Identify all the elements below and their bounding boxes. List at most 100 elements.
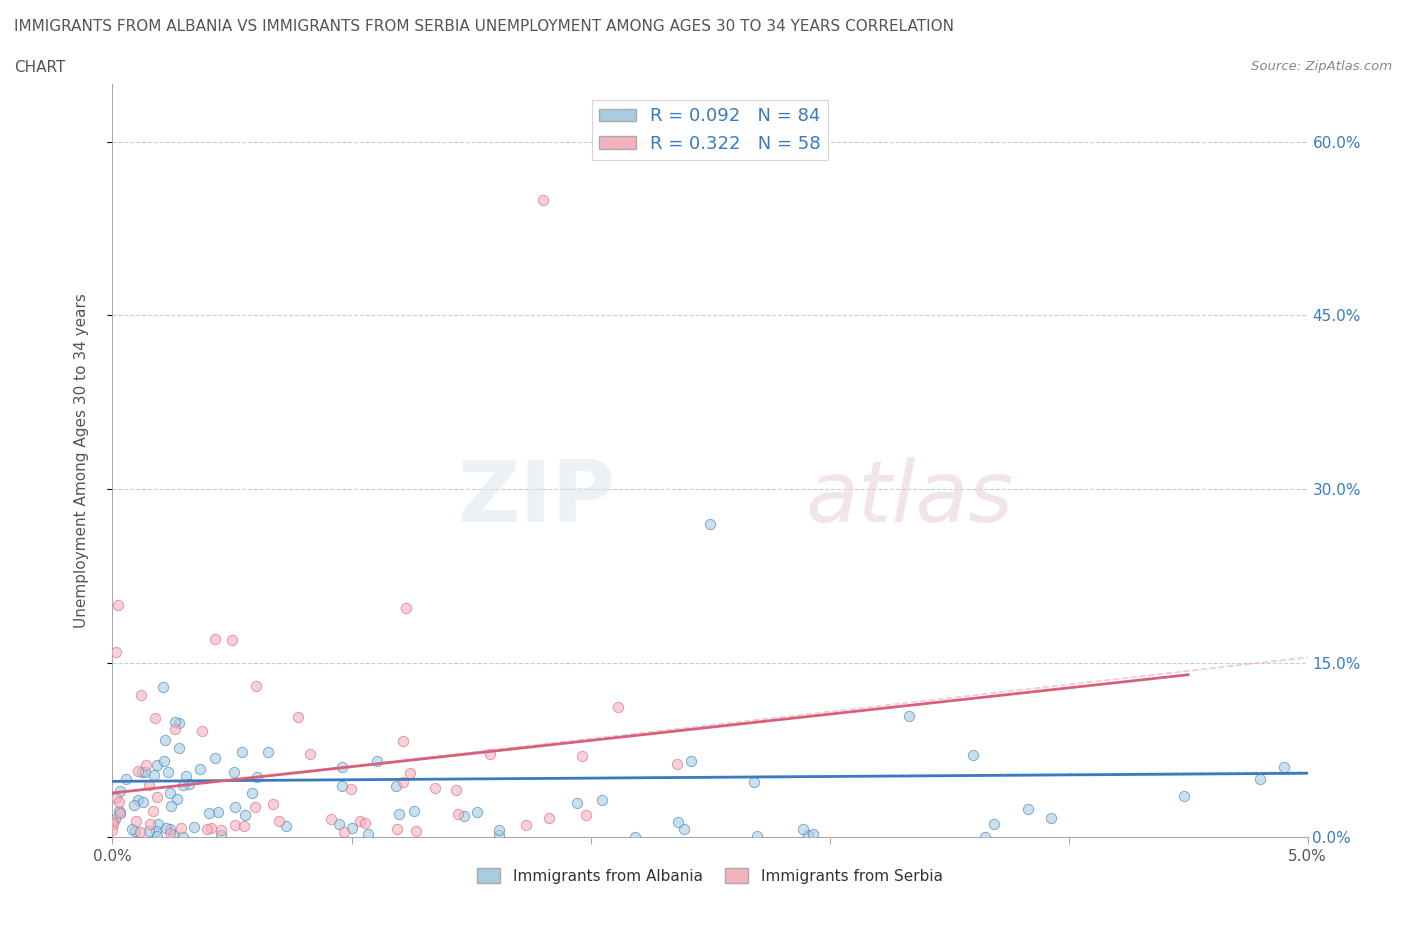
Legend: Immigrants from Albania, Immigrants from Serbia: Immigrants from Albania, Immigrants from… bbox=[471, 861, 949, 890]
Text: CHART: CHART bbox=[14, 60, 66, 75]
Point bbox=[108, 805, 131, 820]
Point bbox=[242, 786, 264, 801]
Point bbox=[146, 790, 169, 804]
Point bbox=[405, 824, 427, 839]
Point bbox=[143, 711, 166, 725]
Point bbox=[385, 821, 408, 836]
Point bbox=[138, 777, 160, 792]
Point bbox=[125, 814, 148, 829]
Point bbox=[679, 753, 702, 768]
Point bbox=[200, 820, 222, 835]
Point bbox=[340, 821, 363, 836]
Point bbox=[801, 827, 824, 842]
Point bbox=[222, 764, 245, 779]
Point bbox=[388, 807, 411, 822]
Point bbox=[153, 732, 176, 747]
Point bbox=[665, 756, 688, 771]
Point bbox=[333, 825, 356, 840]
Text: Source: ZipAtlas.com: Source: ZipAtlas.com bbox=[1251, 60, 1392, 73]
Point bbox=[207, 804, 229, 819]
Point bbox=[447, 807, 470, 822]
Point bbox=[135, 757, 157, 772]
Point bbox=[166, 791, 188, 806]
Point bbox=[152, 754, 174, 769]
Text: ZIP: ZIP bbox=[457, 457, 614, 539]
Point bbox=[103, 817, 125, 831]
Point bbox=[146, 758, 169, 773]
Point bbox=[197, 806, 219, 821]
Point bbox=[395, 600, 418, 615]
Point bbox=[962, 747, 984, 762]
Point bbox=[163, 722, 186, 737]
Point bbox=[797, 828, 820, 843]
Point bbox=[224, 800, 246, 815]
Point bbox=[176, 768, 198, 783]
Point bbox=[142, 804, 165, 818]
Point bbox=[575, 808, 598, 823]
Point bbox=[354, 816, 377, 830]
Point bbox=[488, 823, 510, 838]
Point bbox=[101, 823, 124, 838]
Text: IMMIGRANTS FROM ALBANIA VS IMMIGRANTS FROM SERBIA UNEMPLOYMENT AMONG AGES 30 TO : IMMIGRANTS FROM ALBANIA VS IMMIGRANTS FR… bbox=[14, 19, 955, 33]
Point bbox=[328, 817, 350, 831]
Point bbox=[245, 679, 267, 694]
Point bbox=[104, 812, 127, 827]
Point bbox=[138, 824, 160, 839]
Point bbox=[103, 815, 125, 830]
Point bbox=[232, 818, 254, 833]
Point bbox=[162, 828, 184, 843]
Point bbox=[159, 822, 181, 837]
Point bbox=[191, 724, 214, 738]
Point bbox=[159, 825, 181, 840]
Point bbox=[666, 815, 689, 830]
Point bbox=[1272, 760, 1295, 775]
Point bbox=[1017, 801, 1039, 816]
Point bbox=[221, 632, 243, 647]
Point bbox=[127, 764, 149, 778]
Point bbox=[792, 822, 814, 837]
Point bbox=[121, 822, 143, 837]
Point bbox=[155, 820, 177, 835]
Text: atlas: atlas bbox=[806, 457, 1014, 539]
Point bbox=[129, 688, 152, 703]
Point bbox=[231, 745, 253, 760]
Point bbox=[233, 807, 256, 822]
Point bbox=[132, 795, 155, 810]
Point bbox=[167, 716, 190, 731]
Point bbox=[124, 823, 146, 838]
Point bbox=[145, 829, 167, 844]
Point bbox=[330, 760, 353, 775]
Point bbox=[591, 792, 613, 807]
Point bbox=[983, 817, 1005, 831]
Point bbox=[478, 747, 501, 762]
Point bbox=[108, 805, 131, 820]
Point bbox=[115, 772, 138, 787]
Point bbox=[384, 778, 406, 793]
Point bbox=[108, 804, 131, 818]
Point bbox=[973, 829, 995, 844]
Point bbox=[169, 820, 191, 835]
Point bbox=[262, 796, 284, 811]
Point bbox=[163, 714, 186, 729]
Point bbox=[673, 821, 696, 836]
Point bbox=[357, 827, 380, 842]
Point bbox=[267, 814, 290, 829]
Point bbox=[183, 819, 205, 834]
Point bbox=[224, 817, 246, 832]
Point bbox=[188, 762, 211, 777]
Point bbox=[245, 800, 267, 815]
Point bbox=[1173, 789, 1195, 804]
Point bbox=[423, 781, 446, 796]
Point bbox=[606, 699, 628, 714]
Point bbox=[1249, 772, 1271, 787]
Point bbox=[139, 817, 162, 832]
Point bbox=[330, 778, 353, 793]
Point bbox=[392, 734, 415, 749]
Point bbox=[143, 768, 166, 783]
Y-axis label: Unemployment Among Ages 30 to 34 years: Unemployment Among Ages 30 to 34 years bbox=[75, 293, 89, 628]
Point bbox=[392, 775, 415, 790]
Point bbox=[623, 830, 645, 844]
Point bbox=[156, 765, 179, 780]
Point bbox=[152, 680, 174, 695]
Point bbox=[108, 784, 131, 799]
